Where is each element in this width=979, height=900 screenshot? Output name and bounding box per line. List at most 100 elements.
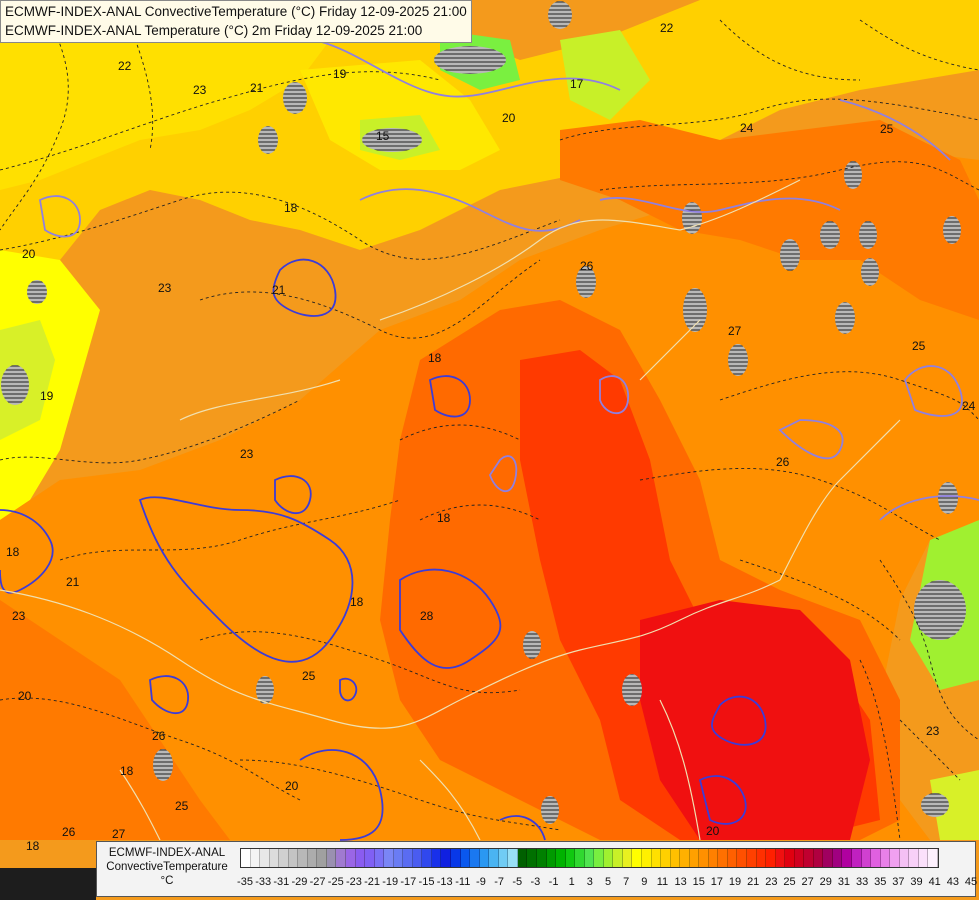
hatch-patch xyxy=(728,344,748,376)
contour-label: 26 xyxy=(580,259,594,273)
legend-swatch xyxy=(603,849,614,867)
legend-swatch xyxy=(326,849,337,867)
legend-swatch xyxy=(336,849,347,867)
legend-tick-label: 13 xyxy=(674,876,687,888)
legend-swatch xyxy=(823,849,833,867)
country-borders xyxy=(0,179,901,841)
legend-swatch xyxy=(842,849,852,867)
legend-swatch xyxy=(861,849,872,867)
legend-swatch xyxy=(260,849,270,867)
legend-tick-label: 5 xyxy=(604,876,612,888)
contour-label: 27 xyxy=(728,324,742,338)
legend-swatch xyxy=(832,849,843,867)
legend-tick-label: 25 xyxy=(783,876,796,888)
corner-background xyxy=(0,868,96,900)
legend-swatch xyxy=(527,849,537,867)
contour-label: 15 xyxy=(376,129,390,143)
legend-tick-label: -5 xyxy=(512,876,523,888)
contour-label: 28 xyxy=(420,609,434,623)
contour-label: 18 xyxy=(437,511,451,525)
hatch-patch xyxy=(523,631,541,659)
legend-swatch xyxy=(775,849,786,867)
legend-swatch xyxy=(451,849,461,867)
legend-swatch xyxy=(871,849,881,867)
legend-swatch xyxy=(727,849,738,867)
legend-tick-label: 27 xyxy=(801,876,814,888)
region-green-north2 xyxy=(560,30,650,120)
contour-label: 17 xyxy=(570,77,584,91)
color-legend: ECMWF-INDEX-ANAL ConvectiveTemperature °… xyxy=(96,841,977,897)
hatch-patch xyxy=(820,221,840,249)
hatch-patch xyxy=(541,796,559,824)
contour-label: 23 xyxy=(12,609,26,623)
contour-label: 23 xyxy=(240,447,254,461)
contour-label-group: 22 23 21 19 15 17 20 22 24 25 18 20 19 2… xyxy=(6,21,976,853)
contour-label: 25 xyxy=(175,799,189,813)
legend-swatch xyxy=(546,849,557,867)
hatch-patch xyxy=(258,126,278,154)
contour-label: 27 xyxy=(112,827,126,841)
contour-label: 25 xyxy=(880,122,894,136)
legend-swatch xyxy=(460,849,471,867)
legend-swatch xyxy=(670,849,681,867)
isotherm-lines xyxy=(0,0,979,841)
legend-swatch xyxy=(641,849,652,867)
contour-label: 19 xyxy=(333,67,347,81)
legend-swatch xyxy=(365,849,375,867)
legend-tick-label: -11 xyxy=(455,876,471,888)
legend-swatch xyxy=(498,849,509,867)
legend-swatch xyxy=(852,849,862,867)
title-line-1: ECMWF-INDEX-ANAL ConvectiveTemperature (… xyxy=(5,4,467,19)
legend-tick-label: 11 xyxy=(656,876,669,888)
legend-tick-label: -29 xyxy=(291,876,308,888)
contour-label: 18 xyxy=(26,839,40,853)
legend-swatch xyxy=(441,849,452,867)
legend-swatch xyxy=(680,849,690,867)
legend-tick-label: -23 xyxy=(345,876,362,888)
region-green-southeast xyxy=(930,770,979,840)
contour-label: 22 xyxy=(118,59,132,73)
legend-swatch xyxy=(536,849,547,867)
region-cool-north xyxy=(300,60,500,170)
legend-tick-label: 23 xyxy=(765,876,778,888)
legend-swatch xyxy=(651,849,662,867)
region-hot-northeast xyxy=(560,120,979,320)
hatch-patch xyxy=(576,266,596,298)
legend-swatch xyxy=(918,849,929,867)
legend-tick-label: 43 xyxy=(946,876,959,888)
legend-tick-label: 35 xyxy=(874,876,887,888)
hatch-patch xyxy=(938,482,958,514)
hatch-patch xyxy=(548,1,572,29)
legend-swatch xyxy=(689,849,700,867)
hatch-patch xyxy=(943,216,961,244)
legend-tick-label: 31 xyxy=(837,876,851,888)
region-hot-southwest xyxy=(0,600,230,840)
contour-label: 20 xyxy=(22,247,36,261)
legend-swatch xyxy=(661,849,671,867)
contour-label: 19 xyxy=(40,389,54,403)
legend-swatch xyxy=(269,849,280,867)
legend-swatch xyxy=(575,849,585,867)
legend-tick-label: 41 xyxy=(928,876,941,888)
temperature-contours xyxy=(39,37,979,521)
legend-swatch xyxy=(756,849,767,867)
legend-tick-label: -33 xyxy=(255,876,272,888)
contour-label: 18 xyxy=(284,201,298,215)
contour-label: 24 xyxy=(962,399,976,413)
legend-tick-label: 19 xyxy=(728,876,742,888)
hatch-patch xyxy=(683,288,707,332)
legend-label: ECMWF-INDEX-ANAL ConvectiveTemperature °… xyxy=(99,846,235,888)
legend-tick-label: -21 xyxy=(364,876,380,888)
legend-swatch xyxy=(622,849,633,867)
hatch-patch xyxy=(780,239,800,271)
legend-swatch xyxy=(928,849,938,867)
legend-swatch xyxy=(718,849,728,867)
legend-swatch xyxy=(317,849,327,867)
legend-label-line-1: ECMWF-INDEX-ANAL xyxy=(108,847,226,859)
legend-tick-label: 29 xyxy=(819,876,832,888)
legend-swatch xyxy=(412,849,423,867)
map-title-box: ECMWF-INDEX-ANAL ConvectiveTemperature (… xyxy=(0,0,472,43)
hatch-patch xyxy=(256,676,274,704)
